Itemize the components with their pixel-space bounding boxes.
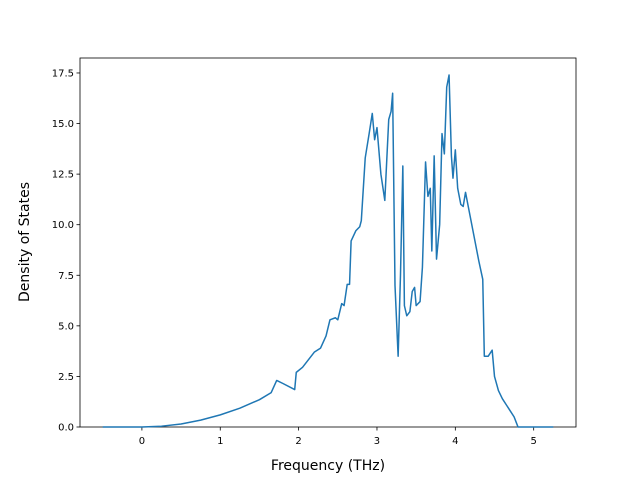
y-tick-label: 15.0 xyxy=(52,119,74,130)
y-tick-label: 2.5 xyxy=(58,372,74,383)
y-tick-label: 0.0 xyxy=(58,423,74,434)
x-tick-label: 1 xyxy=(217,436,223,447)
x-tick-label: 3 xyxy=(374,436,380,447)
y-tick-label: 17.5 xyxy=(52,68,74,79)
y-tick-label: 12.5 xyxy=(52,170,74,181)
y-axis-label: Density of States xyxy=(17,182,33,302)
data-line xyxy=(102,74,554,428)
y-tick-label: 7.5 xyxy=(58,271,74,282)
x-tick-label: 5 xyxy=(530,436,536,447)
x-axis-label: Frequency (THz) xyxy=(271,458,385,474)
x-tick-label: 0 xyxy=(139,436,145,447)
y-tick-label: 5.0 xyxy=(58,321,74,332)
x-tick-label: 2 xyxy=(295,436,301,447)
y-tick-label: 10.0 xyxy=(52,220,74,231)
x-tick-label: 4 xyxy=(452,436,458,447)
plot-frame xyxy=(79,57,577,428)
